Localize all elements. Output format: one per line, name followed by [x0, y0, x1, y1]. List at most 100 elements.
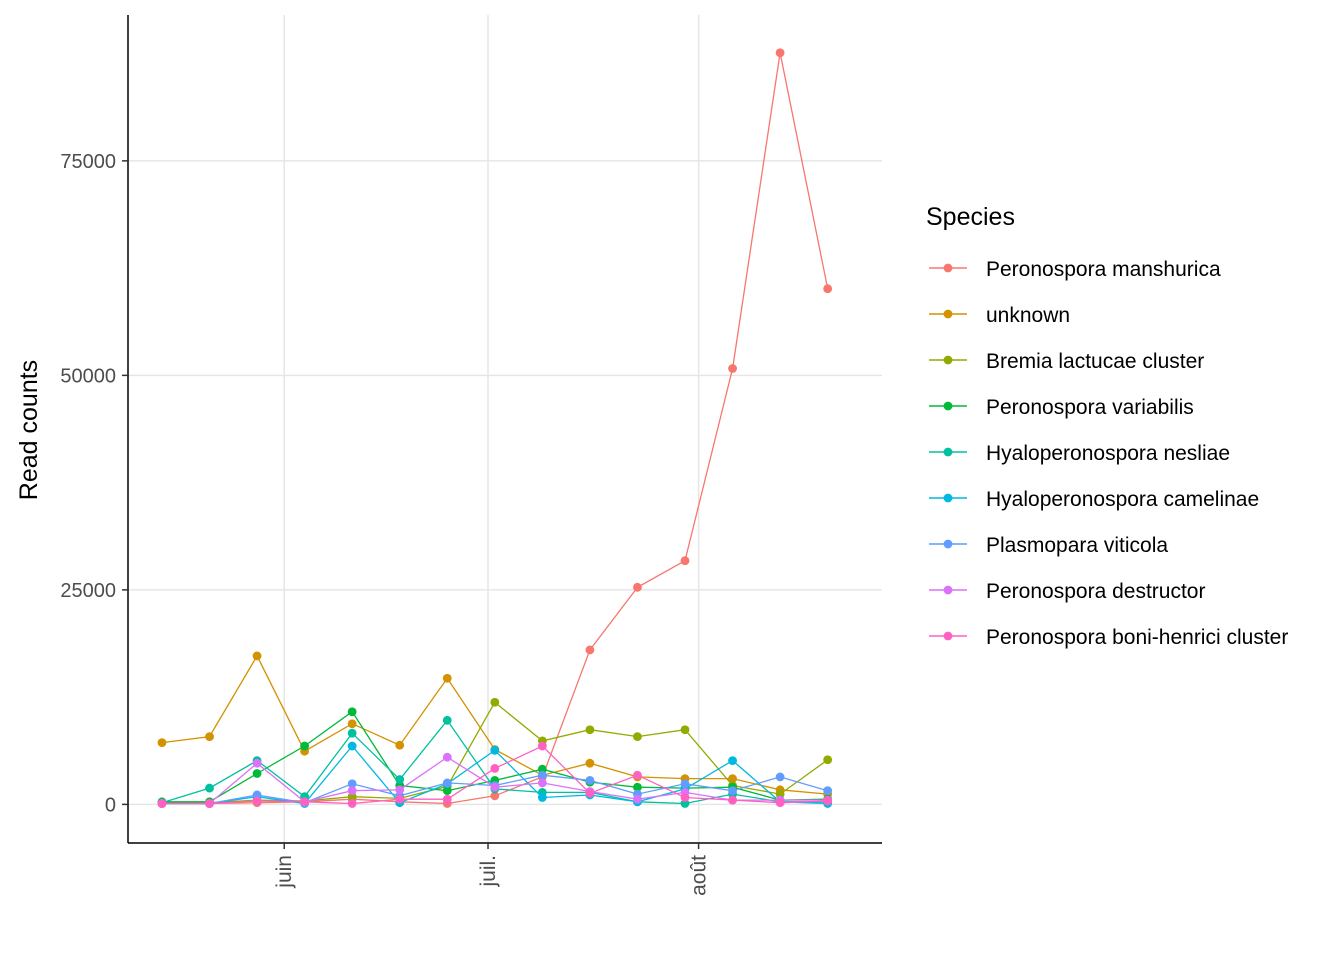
- y-axis-title: Read counts: [15, 360, 43, 500]
- data-point: [537, 778, 547, 788]
- data-point: [395, 775, 405, 784]
- legend-item: Hyaloperonospora camelinae: [929, 488, 1259, 511]
- x-tick-label: juil.: [477, 855, 500, 888]
- legend-label: Plasmopara viticola: [986, 534, 1168, 557]
- data-point: [442, 715, 452, 725]
- legend-label: Bremia lactucae cluster: [986, 350, 1204, 373]
- legend-label: Peronospora boni-henrici cluster: [986, 626, 1288, 649]
- data-point: [205, 732, 214, 742]
- legend-item: Hyaloperonospora nesliae: [929, 442, 1230, 465]
- legend-label: unknown: [986, 304, 1070, 327]
- data-point: [347, 719, 357, 729]
- data-point: [585, 758, 595, 768]
- data-point: [205, 783, 214, 793]
- data-point: [347, 799, 357, 808]
- legend-item: unknown: [929, 304, 1070, 327]
- legend-key-point: [943, 355, 953, 365]
- x-tick-label: août: [688, 855, 711, 896]
- data-point: [252, 796, 262, 806]
- data-point: [537, 770, 547, 780]
- data-point: [823, 796, 833, 806]
- data-point: [300, 797, 310, 807]
- data-point: [633, 794, 642, 804]
- data-point: [395, 785, 405, 795]
- data-point: [585, 788, 595, 798]
- legend-item: Peronospora boni-henrici cluster: [929, 626, 1288, 649]
- data-point: [157, 738, 167, 748]
- data-point: [442, 778, 452, 788]
- data-point: [633, 782, 642, 792]
- y-tick-label: 50000: [60, 365, 116, 387]
- data-point: [442, 794, 452, 804]
- data-point: [680, 779, 690, 789]
- legend-label: Peronospora variabilis: [986, 396, 1194, 419]
- data-point: [823, 755, 833, 765]
- data-point: [347, 707, 357, 717]
- data-point: [728, 786, 737, 796]
- legend-label: Peronospora destructor: [986, 580, 1205, 603]
- data-point: [490, 791, 500, 801]
- legend-key-point: [943, 309, 953, 319]
- legend-key-point: [943, 447, 953, 457]
- legend: Species Peronospora manshurica unknown Brem…: [926, 203, 1288, 649]
- data-point: [442, 673, 452, 683]
- data-point: [347, 779, 357, 789]
- y-tick-label: 75000: [60, 151, 116, 173]
- data-point: [775, 772, 785, 782]
- series-layer: [157, 48, 833, 808]
- legend-item: Peronospora manshurica: [929, 258, 1221, 281]
- data-point: [728, 364, 737, 373]
- data-point: [252, 769, 262, 778]
- legend-item: Plasmopara viticola: [929, 534, 1168, 557]
- legend-label: Peronospora manshurica: [986, 258, 1221, 281]
- y-tick-label: 0: [105, 794, 116, 816]
- data-point: [442, 786, 452, 796]
- legend-key-point: [943, 585, 953, 595]
- legend-label: Hyaloperonospora nesliae: [986, 442, 1230, 465]
- legend-item: Peronospora variabilis: [929, 396, 1194, 419]
- data-point: [490, 763, 500, 773]
- data-point: [300, 741, 310, 751]
- data-point: [537, 793, 547, 802]
- legend-key-point: [943, 539, 953, 549]
- series-8: [157, 741, 833, 808]
- legend-item: Peronospora destructor: [929, 580, 1205, 603]
- series-0: [157, 48, 833, 808]
- legend-key-point: [943, 631, 953, 641]
- series-line: [162, 52, 829, 805]
- data-point: [585, 645, 595, 655]
- data-point: [252, 651, 262, 661]
- data-point: [585, 725, 595, 735]
- data-point: [775, 48, 785, 58]
- legend-title: Species: [926, 203, 1015, 231]
- data-point: [680, 725, 690, 735]
- data-point: [157, 799, 167, 808]
- legend-key-point: [943, 263, 953, 273]
- data-point: [537, 741, 547, 751]
- data-point: [205, 799, 214, 808]
- axes: 0 25000 50000 75000 juin juil. août: [60, 15, 882, 896]
- data-point: [347, 786, 357, 796]
- data-point: [633, 770, 642, 780]
- grid: [128, 15, 882, 843]
- data-point: [347, 728, 357, 738]
- data-point: [490, 745, 500, 755]
- legend-label: Hyaloperonospora camelinae: [986, 488, 1259, 511]
- series-line: [161, 654, 828, 795]
- data-point: [633, 582, 642, 592]
- data-point: [775, 798, 785, 808]
- data-point: [585, 775, 595, 785]
- data-point: [823, 284, 833, 294]
- data-point: [442, 752, 452, 762]
- data-point: [490, 782, 500, 792]
- data-point: [680, 556, 690, 566]
- legend-item: Bremia lactucae cluster: [929, 350, 1204, 373]
- data-point: [252, 758, 262, 768]
- data-point: [395, 740, 405, 750]
- data-point: [728, 795, 737, 805]
- legend-key-point: [943, 401, 953, 411]
- data-point: [823, 786, 833, 796]
- data-point: [728, 756, 737, 766]
- data-point: [680, 793, 690, 802]
